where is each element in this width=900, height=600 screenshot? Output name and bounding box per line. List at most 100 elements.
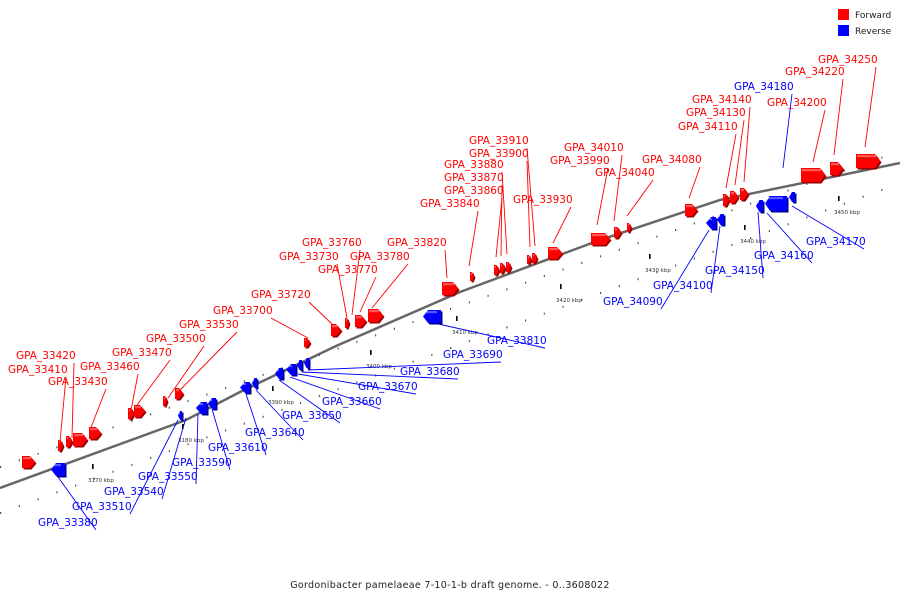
- forward-gene-feature[interactable]: [163, 396, 169, 408]
- forward-gene-feature[interactable]: [801, 168, 827, 184]
- gene-label-gpa-34110[interactable]: GPA_34110: [678, 121, 738, 133]
- gene-label-gpa-33690[interactable]: GPA_33690: [443, 349, 503, 361]
- gene-label-gpa-33500[interactable]: GPA_33500: [146, 333, 206, 345]
- gene-label-gpa-33760[interactable]: GPA_33760: [302, 237, 362, 249]
- reverse-gene-feature[interactable]: [240, 382, 252, 395]
- reverse-gene-feature[interactable]: [297, 360, 304, 372]
- gene-label-gpa-33540[interactable]: GPA_33540: [104, 486, 164, 498]
- forward-gene-feature[interactable]: [73, 433, 89, 448]
- forward-gene-feature[interactable]: [627, 223, 633, 234]
- forward-gene-feature[interactable]: [532, 253, 539, 265]
- reverse-gene-feature[interactable]: [196, 402, 209, 416]
- leader-line: [359, 276, 377, 313]
- gene-label-gpa-34220[interactable]: GPA_34220: [785, 66, 845, 78]
- forward-gene-feature[interactable]: [591, 233, 612, 247]
- forward-gene-feature[interactable]: [331, 324, 343, 338]
- gene-label-gpa-33430[interactable]: GPA_33430: [48, 376, 108, 388]
- gene-label-gpa-33910[interactable]: GPA_33910: [469, 135, 529, 147]
- reverse-gene-feature[interactable]: [252, 378, 259, 390]
- gene-label-gpa-33590[interactable]: GPA_33590: [172, 457, 232, 469]
- reverse-gene-feature[interactable]: [275, 368, 285, 381]
- forward-gene-feature[interactable]: [740, 188, 750, 202]
- gene-label-gpa-33650[interactable]: GPA_33650: [282, 410, 342, 422]
- forward-gene-feature[interactable]: [89, 427, 103, 441]
- reverse-gene-feature[interactable]: [706, 217, 718, 231]
- forward-gene-feature[interactable]: [548, 247, 564, 261]
- gene-label-gpa-33880[interactable]: GPA_33880: [444, 159, 504, 171]
- forward-gene-feature[interactable]: [614, 227, 623, 240]
- forward-gene-feature[interactable]: [830, 162, 845, 177]
- gene-label-gpa-34040[interactable]: GPA_34040: [595, 167, 655, 179]
- forward-gene-feature[interactable]: [442, 282, 460, 297]
- gene-label-gpa-33770[interactable]: GPA_33770: [318, 264, 378, 276]
- gene-label-gpa-33730[interactable]: GPA_33730: [279, 251, 339, 263]
- gene-label-gpa-34010[interactable]: GPA_34010: [564, 142, 624, 154]
- gene-label-gpa-33840[interactable]: GPA_33840: [420, 198, 480, 210]
- reverse-gene-feature[interactable]: [304, 358, 311, 370]
- gene-label-gpa-33420[interactable]: GPA_33420: [16, 350, 76, 362]
- gene-label-gpa-33930[interactable]: GPA_33930: [513, 194, 573, 206]
- gene-label-gpa-34130[interactable]: GPA_34130: [686, 107, 746, 119]
- gene-label-gpa-34090[interactable]: GPA_34090: [603, 296, 663, 308]
- gene-body: [614, 227, 621, 238]
- forward-gene-feature[interactable]: [527, 255, 533, 266]
- forward-gene-feature[interactable]: [685, 204, 699, 218]
- gene-label-gpa-34170[interactable]: GPA_34170: [806, 236, 866, 248]
- reverse-gene-feature[interactable]: [423, 310, 443, 325]
- gene-label-gpa-34200[interactable]: GPA_34200: [767, 97, 827, 109]
- reverse-gene-feature[interactable]: [756, 200, 765, 214]
- gene-label-gpa-34080[interactable]: GPA_34080: [642, 154, 702, 166]
- reverse-gene-feature[interactable]: [717, 214, 726, 227]
- forward-gene-feature[interactable]: [134, 405, 147, 419]
- gene-label-gpa-33900[interactable]: GPA_33900: [469, 148, 529, 160]
- gene-label-gpa-33460[interactable]: GPA_33460: [80, 361, 140, 373]
- gene-label-gpa-33550[interactable]: GPA_33550: [138, 471, 198, 483]
- forward-gene-feature[interactable]: [355, 315, 368, 329]
- forward-gene-feature[interactable]: [66, 436, 74, 449]
- reverse-gene-feature[interactable]: [208, 398, 218, 411]
- forward-gene-feature[interactable]: [345, 318, 351, 330]
- gene-label-gpa-33660[interactable]: GPA_33660: [322, 396, 382, 408]
- gene-label-gpa-33410[interactable]: GPA_33410: [8, 364, 68, 376]
- gene-label-gpa-33700[interactable]: GPA_33700: [213, 305, 273, 317]
- gene-label-gpa-33780[interactable]: GPA_33780: [350, 251, 410, 263]
- gene-label-gpa-33470[interactable]: GPA_33470: [112, 347, 172, 359]
- forward-gene-feature[interactable]: [506, 262, 513, 274]
- gene-label-gpa-34160[interactable]: GPA_34160: [754, 250, 814, 262]
- forward-gene-feature[interactable]: [856, 154, 882, 170]
- forward-gene-feature[interactable]: [470, 272, 476, 283]
- forward-gene-feature[interactable]: [730, 191, 740, 205]
- guide-dot: [112, 426, 114, 429]
- reverse-gene-feature[interactable]: [178, 411, 184, 422]
- gene-label-gpa-33720[interactable]: GPA_33720: [251, 289, 311, 301]
- gene-label-gpa-33530[interactable]: GPA_33530: [179, 319, 239, 331]
- gene-label-gpa-34180[interactable]: GPA_34180: [734, 81, 794, 93]
- forward-gene-feature[interactable]: [22, 456, 37, 470]
- gene-label-gpa-34150[interactable]: GPA_34150: [705, 265, 765, 277]
- gene-label-gpa-33680[interactable]: GPA_33680: [400, 366, 460, 378]
- forward-gene-feature[interactable]: [304, 338, 312, 349]
- forward-gene-feature[interactable]: [58, 440, 65, 453]
- reverse-gene-feature[interactable]: [789, 192, 797, 204]
- gene-label-gpa-33820[interactable]: GPA_33820: [387, 237, 447, 249]
- gene-label-gpa-33990[interactable]: GPA_33990: [550, 155, 610, 167]
- gene-label-gpa-34140[interactable]: GPA_34140: [692, 94, 752, 106]
- gene-label-gpa-33380[interactable]: GPA_33380: [38, 517, 98, 529]
- gene-label-gpa-33870[interactable]: GPA_33870: [444, 172, 504, 184]
- forward-gene-feature[interactable]: [494, 265, 501, 277]
- gene-label-gpa-33510[interactable]: GPA_33510: [72, 501, 132, 513]
- forward-gene-feature[interactable]: [723, 194, 731, 208]
- gene-label-gpa-34250[interactable]: GPA_34250: [818, 54, 878, 66]
- reverse-gene-feature[interactable]: [286, 364, 298, 377]
- reverse-gene-feature[interactable]: [51, 463, 67, 478]
- forward-gene-feature[interactable]: [368, 309, 385, 324]
- gene-label-gpa-33860[interactable]: GPA_33860: [444, 185, 504, 197]
- gene-label-gpa-33640[interactable]: GPA_33640: [245, 427, 305, 439]
- forward-gene-feature[interactable]: [175, 388, 185, 401]
- reverse-gene-feature[interactable]: [765, 196, 789, 213]
- gene-label-gpa-34100[interactable]: GPA_34100: [653, 280, 713, 292]
- forward-gene-feature[interactable]: [500, 263, 507, 275]
- gene-label-gpa-33670[interactable]: GPA_33670: [358, 381, 418, 393]
- gene-label-gpa-33810[interactable]: GPA_33810: [487, 335, 547, 347]
- gene-label-gpa-33610[interactable]: GPA_33610: [208, 442, 268, 454]
